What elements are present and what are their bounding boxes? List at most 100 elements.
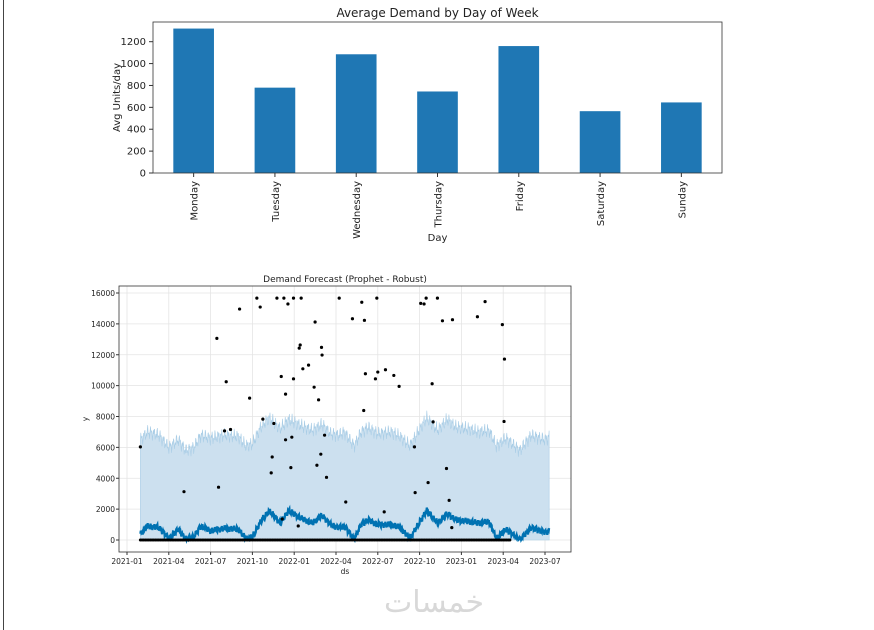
observation-point	[258, 305, 262, 309]
observation-point	[138, 445, 142, 449]
y-axis-label: y	[81, 416, 90, 421]
observation-point	[362, 318, 367, 322]
observation-point	[376, 370, 380, 374]
observation-point	[431, 420, 435, 424]
observation-point	[286, 302, 290, 306]
observation-point	[440, 319, 445, 323]
chart-title: Demand Forecast (Prophet - Robust)	[263, 275, 427, 285]
x-tick-label: Saturday	[596, 181, 607, 226]
observation-point	[426, 480, 430, 485]
observation-point	[306, 363, 311, 367]
observation-point	[289, 465, 293, 470]
x-tick-label: Wednesday	[352, 181, 363, 239]
observation-point	[430, 382, 434, 386]
x-tick-label: 2022-07	[362, 557, 394, 566]
observation-point	[392, 373, 396, 378]
observation-point	[272, 421, 276, 426]
observation-point	[320, 353, 324, 357]
x-tick-label: Sunday	[677, 181, 688, 218]
observation-point	[275, 296, 279, 300]
observation-point	[283, 438, 288, 442]
observation-point	[444, 466, 449, 471]
bar-saturday	[579, 111, 621, 173]
x-tick-label: 2021-07	[195, 557, 227, 566]
x-tick-label: Monday	[190, 181, 201, 221]
y-axis-label: Avg Units/day	[112, 63, 123, 132]
observation-point	[261, 417, 265, 421]
y-tick-label: 0	[140, 169, 146, 180]
observation-point	[450, 318, 455, 322]
observation-point	[322, 433, 327, 437]
observation-point	[237, 307, 242, 311]
observation-point	[435, 296, 440, 300]
window-edge	[3, 0, 4, 630]
bar-sunday	[661, 102, 702, 173]
bar-friday	[498, 46, 540, 173]
x-tick-label: 2022-04	[320, 557, 352, 566]
y-tick-label: 800	[127, 81, 146, 92]
x-tick-label: Tuesday	[271, 181, 282, 223]
observation-point	[413, 491, 417, 495]
observation-point	[450, 526, 454, 530]
y-tick-label: 600	[127, 103, 146, 114]
observation-point	[215, 336, 219, 340]
observation-point	[350, 317, 355, 321]
observation-point	[502, 357, 507, 361]
observation-point	[297, 346, 301, 350]
x-tick-label: 2023-01	[446, 557, 478, 566]
x-tick-label: 2023-07	[529, 557, 561, 566]
observation-point	[248, 396, 252, 400]
observation-point	[383, 368, 388, 372]
observation-point	[290, 435, 294, 439]
y-tick-label: 12000	[91, 351, 115, 360]
y-tick-label: 2000	[96, 505, 115, 514]
x-tick-label: 2022-01	[279, 557, 311, 566]
forecast-line	[139, 504, 551, 545]
observation-point	[422, 302, 426, 306]
observation-point	[291, 296, 296, 300]
observation-point	[282, 296, 286, 300]
bar-tuesday	[254, 87, 296, 173]
observation-point	[419, 301, 423, 305]
y-tick-label: 0	[110, 536, 115, 545]
y-tick-label: 1000	[121, 59, 146, 70]
y-tick-label: 6000	[96, 443, 115, 452]
observation-point	[362, 408, 366, 413]
y-tick-label: 200	[127, 147, 146, 158]
observation-point	[324, 475, 329, 479]
x-tick-label: Thursday	[434, 181, 445, 229]
y-tick-label: 16000	[91, 289, 115, 298]
observation-point	[316, 398, 321, 402]
watermark-logo: خمسات	[384, 585, 485, 620]
chart-title: Average Demand by Day of Week	[336, 6, 538, 20]
observation-point	[483, 300, 487, 304]
observation-point	[312, 385, 316, 389]
x-tick-label: 2021-04	[153, 557, 185, 566]
observation-point	[283, 392, 288, 396]
observation-point	[424, 296, 428, 300]
bar-thursday	[417, 91, 458, 173]
observation-point	[363, 372, 367, 376]
observation-point	[296, 524, 300, 528]
observation-point	[337, 296, 341, 300]
observation-point	[315, 463, 319, 467]
observation-point	[255, 296, 259, 300]
observation-zero-point	[508, 538, 512, 542]
observation-point	[500, 323, 504, 327]
observation-point	[279, 374, 283, 379]
observation-point	[222, 429, 227, 433]
x-tick-label: 2021-10	[237, 557, 269, 566]
uncertainty-band	[140, 410, 550, 541]
observation-point	[502, 419, 506, 424]
y-tick-label: 400	[127, 125, 146, 136]
x-tick-label: 2021-01	[111, 557, 143, 566]
observation-point	[397, 384, 401, 388]
observation-point	[269, 471, 273, 475]
x-tick-label: 2022-10	[404, 557, 436, 566]
bar-wednesday	[335, 54, 377, 173]
x-axis-label: ds	[341, 567, 350, 576]
observation-point	[280, 517, 284, 521]
observation-point	[375, 296, 379, 300]
y-tick-label: 10000	[91, 382, 115, 391]
